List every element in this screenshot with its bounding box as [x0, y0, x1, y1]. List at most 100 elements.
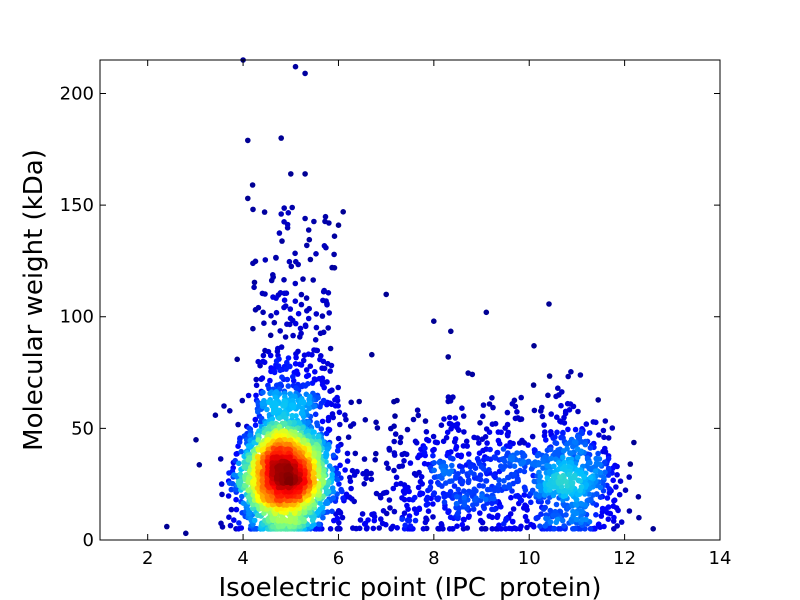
data-point [231, 517, 237, 523]
data-point [495, 429, 502, 435]
data-point [298, 301, 305, 308]
data-point [573, 502, 580, 508]
data-point [494, 449, 501, 456]
data-point [572, 426, 579, 433]
data-point [362, 417, 369, 423]
data-point [465, 514, 472, 520]
data-point [431, 467, 438, 474]
data-point [480, 483, 487, 489]
data-point [359, 511, 366, 517]
data-point [469, 371, 476, 378]
data-point [551, 525, 558, 532]
data-point [565, 426, 571, 433]
data-point [235, 421, 241, 428]
data-point [602, 418, 609, 424]
data-point [305, 315, 312, 322]
data-point [314, 420, 320, 426]
data-point [490, 495, 497, 502]
data-point [337, 421, 343, 428]
data-point [578, 484, 585, 490]
data-point [289, 402, 296, 409]
data-point [323, 450, 329, 456]
data-point [348, 399, 355, 406]
data-point [287, 306, 294, 312]
data-point [335, 435, 342, 442]
data-point [236, 478, 243, 485]
data-point [487, 446, 493, 453]
data-point [278, 135, 285, 141]
data-point [431, 474, 438, 481]
data-point [340, 209, 347, 215]
data-point [611, 526, 617, 532]
data-point [461, 488, 467, 494]
data-point [292, 477, 299, 483]
data-point [510, 518, 516, 525]
data-point [300, 398, 307, 405]
data-point [412, 494, 418, 501]
y-tick-label: 150 [60, 195, 94, 216]
data-point [593, 512, 599, 518]
data-point [563, 512, 569, 518]
data-point [306, 305, 313, 312]
data-point [471, 434, 477, 441]
data-point [459, 478, 466, 485]
data-point [413, 510, 420, 516]
data-point [368, 476, 375, 483]
data-point [425, 508, 432, 514]
data-point [350, 421, 357, 427]
data-point [450, 394, 456, 400]
data-point [501, 521, 507, 527]
data-point [461, 494, 468, 501]
data-point [511, 463, 518, 470]
data-point [360, 470, 366, 477]
data-point [398, 434, 404, 441]
data-point [235, 460, 242, 467]
data-point [273, 358, 280, 364]
data-point [555, 385, 561, 392]
data-point [558, 402, 564, 409]
data-point [513, 493, 519, 499]
data-point [446, 420, 453, 427]
data-point [554, 414, 560, 421]
data-point [548, 411, 554, 417]
data-point [522, 502, 528, 509]
data-point [302, 215, 308, 222]
data-point [250, 206, 256, 213]
data-point [601, 434, 607, 441]
data-point [514, 477, 521, 483]
data-point [522, 513, 529, 520]
data-point [260, 358, 266, 365]
data-point [591, 525, 598, 532]
data-point [459, 405, 465, 412]
data-point [282, 334, 289, 340]
data-point [430, 514, 436, 520]
data-point [423, 429, 430, 435]
data-point [301, 484, 308, 491]
data-point [473, 495, 479, 502]
data-point [414, 407, 421, 414]
data-point [261, 320, 267, 327]
data-point [407, 460, 414, 466]
data-point [564, 483, 570, 489]
data-point [577, 372, 584, 378]
data-point [279, 516, 285, 523]
data-point [329, 471, 336, 478]
data-point [305, 419, 312, 426]
data-point [393, 474, 400, 481]
data-point [370, 525, 377, 532]
data-point [518, 523, 524, 530]
data-point [613, 484, 619, 490]
data-point [517, 497, 524, 503]
data-point [440, 438, 447, 445]
data-point [369, 511, 375, 518]
data-point [636, 514, 642, 521]
data-point [334, 476, 341, 483]
y-tick-label: 0 [83, 530, 94, 551]
data-point [348, 485, 354, 492]
data-point [321, 243, 328, 249]
data-point [476, 440, 482, 446]
data-point [521, 492, 528, 498]
data-point [276, 415, 283, 422]
data-point [430, 452, 436, 459]
data-point [228, 506, 235, 513]
